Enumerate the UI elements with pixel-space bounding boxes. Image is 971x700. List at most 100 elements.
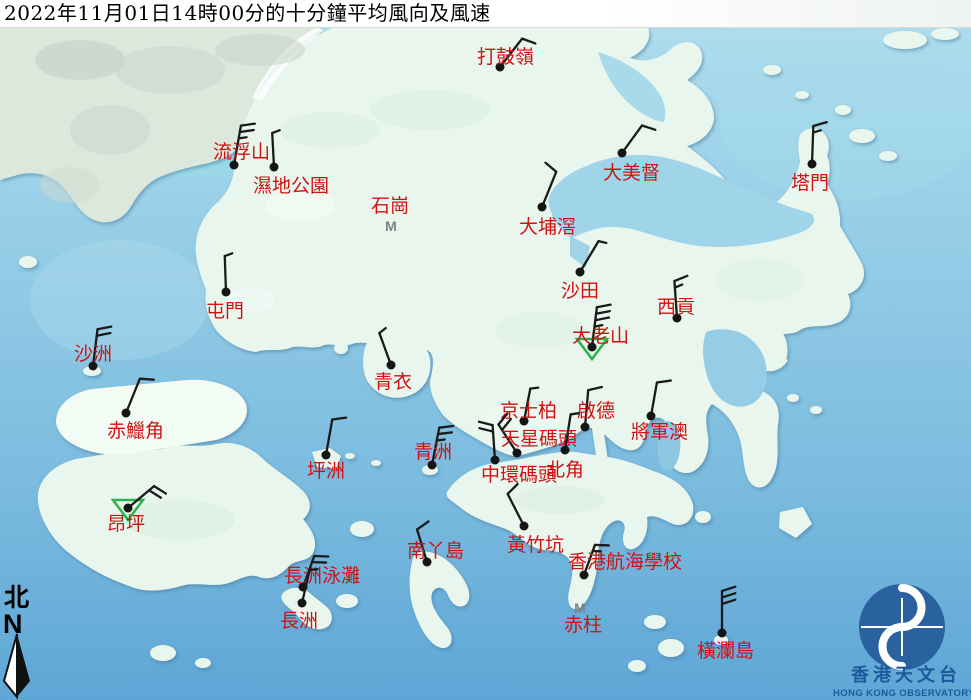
station-dot xyxy=(229,160,239,170)
wind-barb-staff xyxy=(649,381,659,418)
hei-ling-chau xyxy=(350,521,374,537)
wind-barb-half xyxy=(597,239,608,245)
wind-barb-full xyxy=(720,598,737,606)
station-label: 長洲泳灘 xyxy=(284,565,360,587)
station-label: 北角 xyxy=(546,459,584,481)
wind-barb-full xyxy=(477,420,494,427)
station-waglan-island: 橫瀾島 xyxy=(697,585,754,662)
sea-haze xyxy=(720,40,971,200)
wind-barb-full xyxy=(331,416,348,421)
station-label: 赤柱 xyxy=(564,614,602,636)
starling-inlet-water xyxy=(598,52,666,122)
map-title: 2022年11月01日14時00分的十分鐘平均風向及風速 xyxy=(0,0,971,28)
station-label: 屯門 xyxy=(206,300,244,322)
station-star-ferry: 天星碼頭 xyxy=(497,412,577,458)
islet xyxy=(810,406,822,414)
station-dot xyxy=(297,598,307,608)
station-label: 南丫島 xyxy=(407,540,464,562)
station-dot xyxy=(537,202,547,212)
station-dot xyxy=(490,455,500,465)
station-stanley: M赤柱 xyxy=(564,600,602,636)
lung-kwu-chau xyxy=(19,256,37,268)
wind-barb-full xyxy=(812,121,828,128)
wind-barb-full xyxy=(478,427,495,433)
wind-barb-full xyxy=(438,424,455,429)
station-label: 坪洲 xyxy=(307,460,345,482)
wind-barb-full xyxy=(544,161,558,173)
kat-o-islands xyxy=(795,91,809,99)
station-dot xyxy=(123,503,133,513)
station-dot xyxy=(386,360,396,370)
station-label: 青衣 xyxy=(374,371,412,393)
station-dot xyxy=(717,628,727,638)
station-label: 赤鱲角 xyxy=(107,420,164,442)
station-sha-chau: 沙洲 xyxy=(74,325,113,371)
shenzhen-river xyxy=(252,28,324,100)
airport-island xyxy=(56,379,247,455)
station-cheung-chau: 長洲 xyxy=(280,568,319,632)
station-label: 昂坪 xyxy=(107,513,145,535)
sea-haze xyxy=(30,240,210,360)
wind-barb-full xyxy=(138,377,155,381)
station-label: 沙洲 xyxy=(74,343,112,365)
wind-barb-staff xyxy=(620,124,644,155)
missing-data-marker: M xyxy=(385,218,397,234)
station-label: 長洲 xyxy=(280,610,318,632)
wind-barb-staff xyxy=(578,239,600,274)
station-label: 大美督 xyxy=(603,162,660,184)
cheung-chau-island xyxy=(281,587,332,630)
wind-barb-half xyxy=(811,129,822,134)
islet xyxy=(345,453,355,459)
station-green-island: 青洲 xyxy=(414,424,455,470)
wind-barb-half xyxy=(378,326,387,335)
wind-barb-staff xyxy=(223,254,228,294)
station-label: 打鼓嶺 xyxy=(477,46,534,68)
station-wong-chuk-hang: 黃竹坑 xyxy=(506,482,564,556)
station-tseung-kwan-o: 將軍澳 xyxy=(631,379,688,443)
north-arrow-right xyxy=(17,634,30,697)
kai-tak-runway xyxy=(592,426,609,470)
wind-barb-half xyxy=(237,136,248,140)
station-ngong-ping: 昂坪 xyxy=(107,484,168,535)
compass-north-cjk: 北 xyxy=(4,583,29,612)
wind-barb-staff xyxy=(506,492,526,528)
station-ta-kwu-ling: 打鼓嶺 xyxy=(477,37,537,72)
hko-name-latin: HONG KONG OBSERVATORY xyxy=(833,688,971,699)
wind-barb-full xyxy=(521,37,537,45)
wind-barb-full xyxy=(595,303,612,309)
station-dot xyxy=(495,62,505,72)
wind-barb-half xyxy=(435,438,446,442)
wind-barb-full xyxy=(96,325,113,331)
wind-barb-full xyxy=(655,379,672,384)
station-tai-po-kau: 大埔滘 xyxy=(519,161,576,238)
station-label: 青洲 xyxy=(414,441,452,463)
station-label: 大老山 xyxy=(572,325,629,347)
north-arrow-left xyxy=(2,633,18,700)
junk-bay-water xyxy=(657,421,681,471)
lamma-island-shape xyxy=(409,551,470,649)
po-toi-islands xyxy=(628,660,646,672)
wind-barb-staff xyxy=(124,377,142,415)
station-dot xyxy=(575,267,585,277)
new-territories-kowloon xyxy=(195,28,865,488)
wind-barb-staff xyxy=(271,131,276,169)
tung-lung-chau xyxy=(779,507,812,538)
wind-barb-staff xyxy=(583,388,590,429)
waglan-islet xyxy=(714,635,728,645)
station-label: 中環碼頭 xyxy=(481,464,557,486)
station-dot xyxy=(560,445,570,455)
wind-barb-full xyxy=(95,331,112,337)
wind-barb-full xyxy=(497,412,509,426)
wind-barb-half xyxy=(271,129,281,135)
station-dot xyxy=(512,448,522,458)
logo-s-swirl xyxy=(878,584,926,670)
missing-data-marker: M xyxy=(574,600,586,616)
station-peng-chau: 坪洲 xyxy=(307,416,348,482)
station-dot xyxy=(587,342,597,352)
terrain-texture xyxy=(35,34,805,540)
wind-barb-staff xyxy=(324,418,334,457)
wind-barb-full xyxy=(720,592,737,599)
wind-barb-full xyxy=(147,489,163,499)
